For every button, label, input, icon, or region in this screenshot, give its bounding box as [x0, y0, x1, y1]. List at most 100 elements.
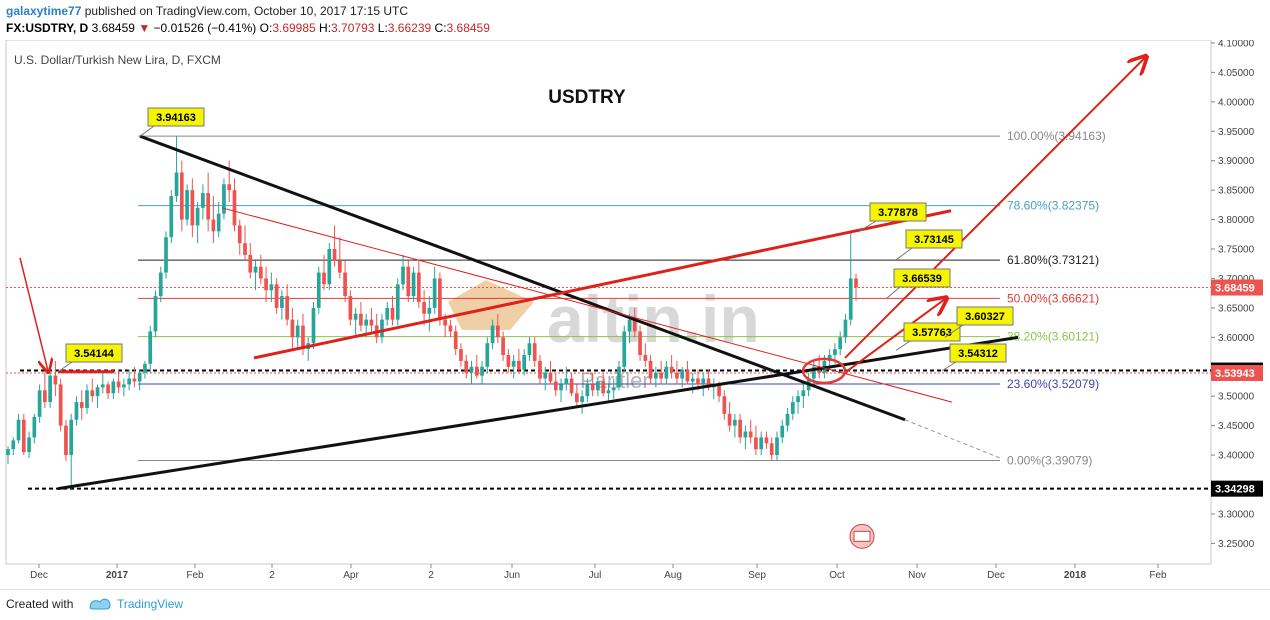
- candle-body: [343, 272, 347, 297]
- chart-title: USDTRY: [548, 87, 626, 108]
- candle-body: [706, 378, 711, 388]
- watermark-logo-icon: [448, 280, 534, 330]
- candle-body: [669, 366, 674, 373]
- candle-body: [511, 360, 516, 367]
- trendline-red: [253, 209, 952, 360]
- candle-body: [596, 381, 600, 391]
- candle-body: [701, 378, 706, 385]
- candle-body: [812, 366, 816, 379]
- fib-label: 100.00%(3.94163): [1007, 129, 1106, 143]
- callout-label: 3.54144: [74, 348, 115, 360]
- y-tick-label: 3.95000: [1218, 127, 1255, 138]
- candle-body: [727, 413, 732, 426]
- candle-body: [627, 319, 632, 332]
- candle-body: [11, 440, 16, 450]
- candle-body: [301, 325, 305, 350]
- candle-body: [569, 378, 574, 394]
- candle-body: [106, 384, 110, 394]
- x-tick-label: 2018: [1064, 570, 1087, 581]
- fib-label: 78.60%(3.82375): [1007, 199, 1099, 213]
- author-name[interactable]: galaxytime77: [6, 4, 82, 18]
- candle-body: [385, 307, 390, 320]
- callout-label: 3.77878: [878, 207, 918, 219]
- y-tick-label: 3.65000: [1218, 303, 1255, 314]
- y-tick-label: 3.50000: [1218, 392, 1255, 403]
- candle-body: [132, 378, 137, 382]
- price-tag-label: 3.53943: [1215, 368, 1255, 380]
- candle-body: [274, 284, 279, 308]
- x-tick-label: 2: [269, 570, 275, 581]
- high-value: 3.70793: [331, 21, 375, 35]
- ohlc-bar: FX:USDTRY, D 3.68459 ▼ −0.01526 (−0.41%)…: [6, 21, 490, 35]
- candle-body: [211, 219, 216, 232]
- y-tick-label: 3.45000: [1218, 421, 1255, 432]
- x-tick-label: Feb: [186, 570, 204, 581]
- candle-body: [459, 349, 463, 361]
- candle-body: [237, 225, 242, 244]
- candle-body: [659, 372, 663, 379]
- candle-body: [738, 419, 742, 438]
- candle-body: [37, 390, 42, 417]
- y-tick-label: 3.85000: [1218, 186, 1255, 197]
- candle-body: [548, 372, 553, 382]
- y-tick-label: 3.80000: [1218, 215, 1255, 226]
- candle-body: [564, 378, 569, 385]
- candle-body: [143, 363, 147, 373]
- callout-pointer: [885, 286, 901, 300]
- candle-body: [448, 325, 453, 332]
- y-tick-label: 4.05000: [1218, 68, 1255, 79]
- x-tick-label: 2: [428, 570, 434, 581]
- price-tag: [1211, 279, 1263, 296]
- candle-body: [801, 390, 806, 397]
- candle-body: [311, 307, 316, 344]
- created-with-text: Created with: [6, 597, 74, 611]
- chart-subtitle: U.S. Dollar/Turkish New Lira, D, FXCM: [14, 53, 221, 67]
- callout-pointer: [857, 220, 877, 233]
- candle-body: [848, 278, 853, 320]
- tradingview-link[interactable]: TradingView: [117, 597, 184, 611]
- candle-body: [538, 360, 542, 379]
- callout-label: 3.60327: [965, 311, 1005, 323]
- candle-body: [611, 387, 616, 391]
- candle-body: [759, 437, 764, 450]
- callout-pointer: [895, 247, 913, 261]
- candle-body: [501, 337, 505, 355]
- fib-label: 0.00%(3.39079): [1007, 454, 1092, 468]
- candle-body: [722, 396, 727, 414]
- open-label: O:: [259, 21, 273, 35]
- candle-body: [243, 243, 247, 255]
- candle-body: [258, 266, 263, 279]
- candle-body: [664, 366, 669, 379]
- candle-body: [696, 378, 700, 385]
- y-tick-label: 3.30000: [1218, 509, 1255, 520]
- candle-body: [295, 325, 300, 338]
- candle-body: [490, 325, 495, 344]
- candle-body: [790, 402, 795, 414]
- candle-body: [364, 319, 369, 326]
- candle-body: [532, 343, 537, 361]
- candle-body: [369, 319, 374, 326]
- callout-label: 3.66539: [902, 273, 942, 285]
- footer: Created with TradingView: [0, 589, 1270, 620]
- trendline-red-thin: [221, 207, 953, 403]
- price-chart[interactable]: Dec 2017 Feb 2 Apr 2 Jun Jul Aug Sep Oct Nov Dec 2018…: [0, 40, 1270, 589]
- candle-body: [833, 349, 837, 355]
- candle-body: [290, 319, 295, 338]
- candle-body: [185, 190, 189, 220]
- candle-body: [796, 396, 800, 403]
- callout-box: [956, 306, 1014, 326]
- candle-body: [190, 190, 195, 226]
- low-value: 3.66239: [387, 21, 432, 35]
- arrow-down: [19, 257, 48, 371]
- candle-body: [100, 384, 105, 388]
- tradingview-logo-icon[interactable]: [88, 595, 112, 611]
- candle-body: [27, 437, 31, 453]
- candle-body: [85, 390, 89, 408]
- x-tick-label: Apr: [343, 570, 359, 581]
- candle-body: [174, 172, 179, 197]
- arrow-up: [844, 58, 1145, 359]
- candle-body: [253, 266, 258, 273]
- fib-label: 23.60%(3.52079): [1007, 377, 1099, 391]
- candle-body: [64, 425, 68, 456]
- candle-body: [411, 272, 416, 297]
